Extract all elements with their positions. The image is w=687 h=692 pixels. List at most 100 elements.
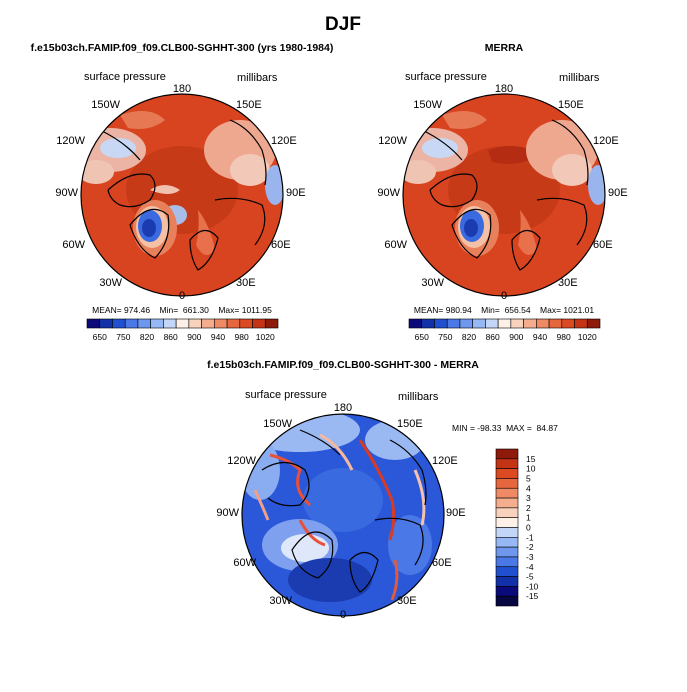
colorbar-tick-label: 1 [526,513,531,523]
colorbar-swatch [523,318,537,329]
obs-map-panel: surface pressure millibars [377,71,627,342]
lon-label-90w: 90W [216,507,239,519]
map-boundary [80,93,284,297]
lon-label-150e: 150E [236,99,262,111]
colorbar-tick-label: 820 [462,332,476,342]
units-label: millibars [237,72,278,84]
colorbar-swatch [226,318,241,329]
colorbar-tick-label: 750 [438,332,452,342]
colorbar-swatch [495,458,519,469]
lon-label-90e: 90E [608,187,628,199]
lon-label-150e: 150E [397,418,423,430]
colorbar-swatch [495,576,519,587]
lon-label-0: 0 [340,609,346,621]
colorbar-tick-label: 820 [140,332,154,342]
lon-label-180: 180 [495,83,513,95]
diff-panel-title: f.e15b03ch.FAMIP.f09_f09.CLB00-SGHHT-300… [207,359,479,371]
variable-label: surface pressure [405,71,487,83]
lon-label-30w: 30W [99,277,122,289]
colorbar-swatch [137,318,151,329]
colorbar-swatch [459,318,473,329]
colorbar-tick-label: 2 [526,503,531,513]
colorbar-tick-label: -5 [526,572,534,582]
colorbar-swatch [252,318,266,329]
coastlines [421,119,589,271]
diff-map-panel: surface pressure millibars [216,389,558,621]
colorbar-swatch [586,318,601,329]
lon-label-120e: 120E [593,135,619,147]
lon-label-0: 0 [179,290,185,302]
longitude-labels: 180 150W 150E 120W 120E 90W 90E 60W 60E … [55,83,305,302]
units-label: millibars [398,391,439,403]
colorbar-swatch [495,527,519,538]
colorbar-swatch [495,566,519,577]
colorbar-swatch [124,318,139,329]
colorbar-swatch [495,497,519,509]
colorbar-swatch [86,318,101,329]
lon-label-60w: 60W [62,239,85,251]
model-map-panel: surface pressure millibars [55,71,305,342]
coastlines [99,119,267,271]
colorbar-tick-label: 860 [486,332,500,342]
lon-label-90w: 90W [377,187,400,199]
colorbar-tick-label: 3 [526,493,531,503]
lon-label-90e: 90E [286,187,306,199]
colorbar: 650 750 820 860 900 940 980 1020 [86,318,279,342]
colorbar-tick-label: 650 [415,332,429,342]
lon-label-150w: 150W [413,99,442,111]
colorbar-tick-label: 940 [211,332,225,342]
colorbar-swatch [485,318,499,329]
lon-label-120e: 120E [432,455,458,467]
longitude-labels: 180 150W 150E 120W 120E 90W 90E 60W 60E … [377,83,627,302]
colorbar-tick-label: 1020 [256,332,275,342]
colorbar-swatch [510,318,524,329]
lon-label-150e: 150E [558,99,584,111]
colorbar-swatch [421,318,435,329]
colorbar-swatch [495,586,519,597]
colorbar-swatch [495,546,519,558]
colorbar-tick-label: -4 [526,562,534,572]
colorbar-swatch [495,537,519,548]
colorbar-tick-label: 10 [526,464,536,474]
lon-label-150w: 150W [263,418,292,430]
colorbar-tick-label: 980 [235,332,249,342]
lon-label-120w: 120W [378,135,407,147]
colorbar-swatch [495,468,519,479]
lon-label-180: 180 [334,402,352,414]
colorbar-swatch [574,318,588,329]
colorbar-tick-label: 0 [526,523,531,533]
colorbar-swatch [495,517,519,528]
variable-label: surface pressure [84,71,166,83]
colorbar-swatch [536,318,550,329]
map-boundary [402,93,606,297]
colorbar: 650 750 820 860 900 940 980 1020 [408,318,601,342]
lon-label-60w: 60W [384,239,407,251]
colorbar-tick-label: 940 [533,332,547,342]
lon-label-120w: 120W [227,455,256,467]
colorbar-tick-label: -10 [526,581,539,591]
colorbar-swatch [495,478,519,489]
colorbar-swatch [446,318,461,329]
map-field [242,414,444,616]
colorbar-swatch [99,318,113,329]
lon-label-30e: 30E [558,277,578,289]
colorbar-tick-label: 750 [116,332,130,342]
colorbar-swatch [150,318,164,329]
obs-panel-title: MERRA [485,42,524,54]
lon-label-60e: 60E [271,239,291,251]
colorbar-swatch [163,318,177,329]
variable-label: surface pressure [245,389,327,401]
lon-label-60e: 60E [593,239,613,251]
anomaly-streaks [253,433,426,601]
map-field [403,94,605,296]
colorbar-tick-label: 4 [526,483,531,493]
lon-label-60e: 60E [432,557,452,569]
map-boundary [241,413,445,617]
colorbar-tick-label: -3 [526,552,534,562]
lon-label-90w: 90W [55,187,78,199]
lon-label-90e: 90E [446,507,466,519]
colorbar-swatch [495,487,519,499]
coastlines [261,429,427,593]
colorbar-tick-label: 1020 [578,332,597,342]
lon-label-150w: 150W [91,99,120,111]
